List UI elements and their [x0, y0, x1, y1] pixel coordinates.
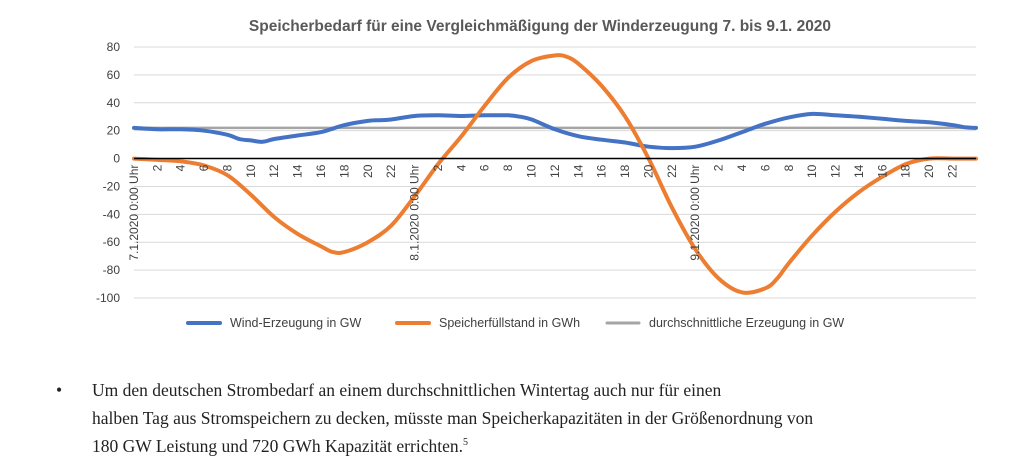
y-tick-label: -20 — [103, 179, 121, 193]
x-tick-label: 12 — [548, 164, 562, 178]
footnote-marker: 5 — [462, 437, 468, 449]
x-tick-label: 8.1.2020 0:00 Uhr — [408, 165, 422, 261]
wind-generation-line — [132, 111, 978, 151]
x-tick-label: 8 — [221, 164, 235, 171]
y-tick-label: -80 — [103, 263, 121, 277]
x-tick-label: 16 — [875, 164, 889, 178]
y-tick-label: 80 — [107, 40, 121, 54]
chart-title: Speicherbedarf für eine Vergleichmäßigun… — [249, 18, 831, 35]
x-tick-label: 18 — [337, 164, 351, 178]
x-tick-label: 14 — [571, 164, 585, 178]
x-tick-label: 6 — [758, 164, 772, 171]
paragraph-line-2: halben Tag aus Stromspeichern zu decken,… — [92, 408, 814, 428]
legend-label: durchschnittliche Erzeugung in GW — [649, 316, 844, 330]
x-tick-label: 6 — [478, 164, 492, 171]
chart-svg: Speicherbedarf für eine Vergleichmäßigun… — [96, 18, 978, 330]
y-tick-label: -100 — [96, 291, 120, 305]
x-tick-label: 8 — [782, 164, 796, 171]
x-tick-label: 7.1.2020 0:00 Uhr — [127, 165, 141, 261]
x-tick-label: 2 — [712, 164, 726, 171]
y-tick-label: 60 — [107, 68, 121, 82]
y-tick-label: -60 — [103, 235, 121, 249]
legend-label: Speicherfüllstand in GWh — [439, 316, 580, 330]
x-tick-label: 22 — [946, 164, 960, 178]
x-tick-label: 20 — [361, 164, 375, 178]
x-tick-label: 4 — [454, 164, 468, 171]
x-tick-label: 10 — [525, 164, 539, 178]
x-tick-label: 22 — [665, 164, 679, 178]
x-tick-label: 6 — [197, 164, 211, 171]
paragraph-line-3-text: 180 GW Leistung und 720 GWh Kapazität er… — [92, 436, 463, 456]
y-tick-label: 20 — [107, 124, 121, 138]
x-tick-label: 16 — [595, 164, 609, 178]
bullet-paragraph: Um den deutschen Strombedarf an einem du… — [92, 376, 1012, 460]
x-tick-label: 16 — [314, 164, 328, 178]
x-tick-label: 9.1.2020 0:00 Uhr — [688, 165, 702, 261]
y-tick-label: 40 — [107, 96, 121, 110]
x-tick-label: 20 — [922, 164, 936, 178]
x-tick-label: 14 — [291, 164, 305, 178]
y-tick-label: 0 — [113, 152, 120, 166]
x-tick-label: 12 — [829, 164, 843, 178]
x-tick-label: 2 — [150, 164, 164, 171]
x-tick-label: 4 — [735, 164, 749, 171]
chart-area: Speicherbedarf für eine Vergleichmäßigun… — [96, 18, 978, 330]
x-tick-label: 12 — [267, 164, 281, 178]
x-tick-label: 18 — [899, 164, 913, 178]
paragraph-line-3: 180 GW Leistung und 720 GWh Kapazität er… — [92, 432, 1012, 460]
x-tick-label: 2 — [431, 164, 445, 171]
x-tick-label: 4 — [174, 164, 188, 171]
legend-label: Wind-Erzeugung in GW — [230, 316, 362, 330]
x-tick-label: 18 — [618, 164, 632, 178]
x-tick-label: 10 — [244, 164, 258, 178]
x-tick-label: 14 — [852, 164, 866, 178]
x-tick-label: 8 — [501, 164, 515, 171]
x-tick-label: 22 — [384, 164, 398, 178]
storage-level-line — [132, 53, 978, 295]
x-tick-label: 10 — [805, 164, 819, 178]
y-tick-label: -40 — [103, 207, 121, 221]
paragraph-line-1: Um den deutschen Strombedarf an einem du… — [92, 380, 722, 400]
bullet-marker: • — [56, 380, 63, 400]
x-tick-label: 20 — [642, 164, 656, 178]
